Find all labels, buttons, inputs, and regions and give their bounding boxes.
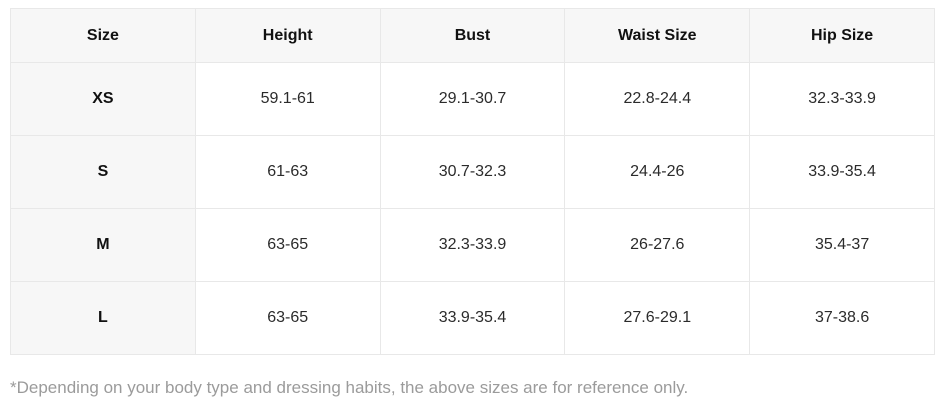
table-row-l: L 63-65 33.9-35.4 27.6-29.1 37-38.6 bbox=[10, 281, 935, 355]
column-header-bust: Bust bbox=[379, 8, 566, 63]
cell-bust: 32.3-33.9 bbox=[379, 208, 566, 282]
cell-hip: 33.9-35.4 bbox=[749, 135, 935, 209]
table-row-m: M 63-65 32.3-33.9 26-27.6 35.4-37 bbox=[10, 208, 935, 282]
column-header-size: Size bbox=[10, 8, 196, 63]
cell-waist: 22.8-24.4 bbox=[564, 62, 751, 136]
cell-size: XS bbox=[10, 62, 196, 136]
cell-height: 63-65 bbox=[194, 208, 381, 282]
table-row-xs: XS 59.1-61 29.1-30.7 22.8-24.4 32.3-33.9 bbox=[10, 62, 935, 136]
cell-hip: 32.3-33.9 bbox=[749, 62, 935, 136]
column-header-height: Height bbox=[194, 8, 381, 63]
cell-bust: 30.7-32.3 bbox=[379, 135, 566, 209]
cell-height: 61-63 bbox=[194, 135, 381, 209]
table-row-s: S 61-63 30.7-32.3 24.4-26 33.9-35.4 bbox=[10, 135, 935, 209]
cell-bust: 29.1-30.7 bbox=[379, 62, 566, 136]
cell-waist: 27.6-29.1 bbox=[564, 281, 751, 355]
column-header-hip: Hip Size bbox=[749, 8, 935, 63]
cell-waist: 24.4-26 bbox=[564, 135, 751, 209]
cell-height: 59.1-61 bbox=[194, 62, 381, 136]
cell-size: M bbox=[10, 208, 196, 282]
column-header-waist: Waist Size bbox=[564, 8, 751, 63]
size-chart-table: Size Height Bust Waist Size Hip Size XS … bbox=[10, 8, 935, 355]
cell-waist: 26-27.6 bbox=[564, 208, 751, 282]
cell-hip: 35.4-37 bbox=[749, 208, 935, 282]
cell-size: S bbox=[10, 135, 196, 209]
cell-bust: 33.9-35.4 bbox=[379, 281, 566, 355]
cell-size: L bbox=[10, 281, 196, 355]
cell-height: 63-65 bbox=[194, 281, 381, 355]
footnote: *Depending on your body type and dressin… bbox=[10, 378, 689, 397]
header-row: Size Height Bust Waist Size Hip Size bbox=[10, 8, 935, 63]
cell-hip: 37-38.6 bbox=[749, 281, 935, 355]
